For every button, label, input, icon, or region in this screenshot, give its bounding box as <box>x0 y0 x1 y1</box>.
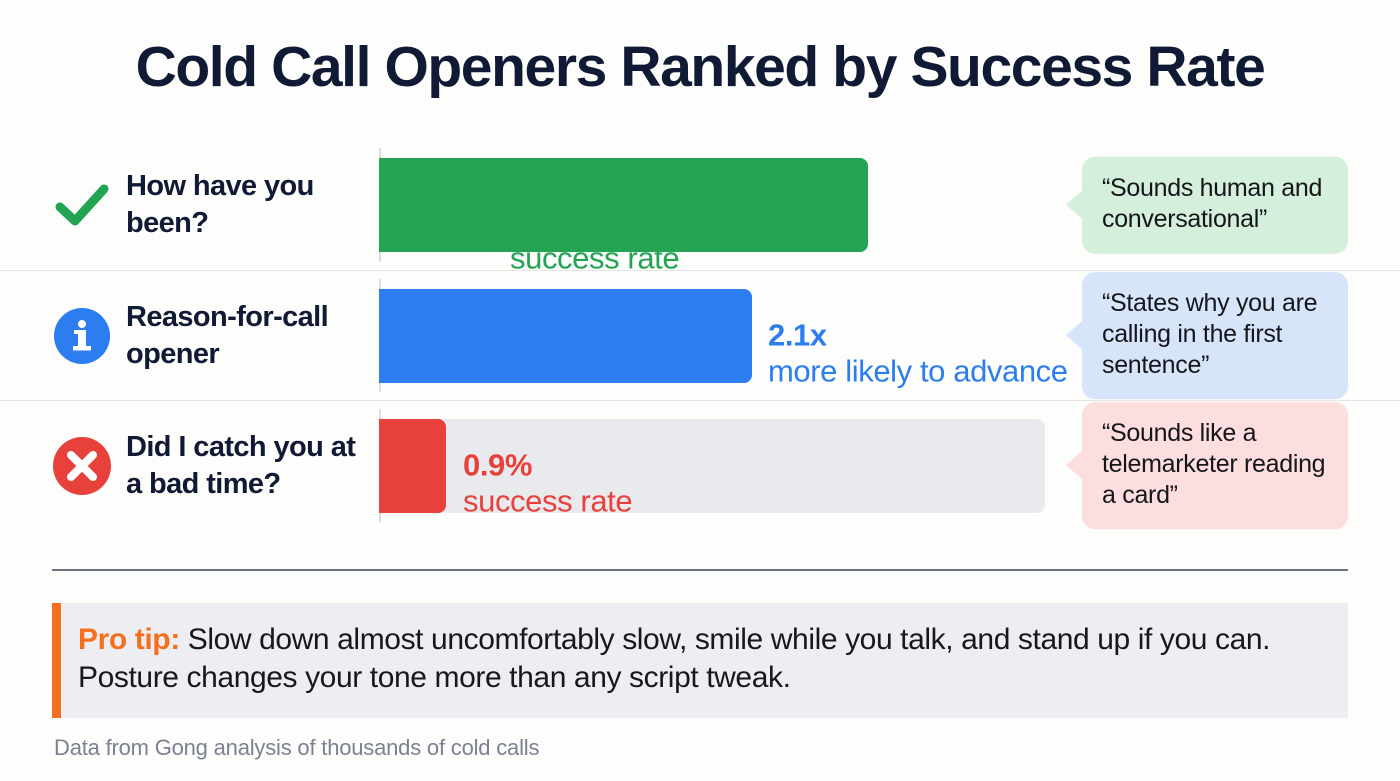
pro-tip-text: Slow down almost uncomfortably slow, smi… <box>78 623 1271 695</box>
value-strong: 0.9% <box>463 447 533 483</box>
pro-tip-label: Pro tip: <box>78 623 180 656</box>
table-row: Reason-for-call opener 2.1x more likely … <box>0 270 1400 400</box>
openers-list: How have you been? 10.01% success rate “… <box>0 140 1400 530</box>
value-strong: 2.1x <box>768 317 827 353</box>
pro-tip-accent-bar <box>52 603 61 718</box>
x-circle-icon <box>52 436 112 496</box>
callout-text: “Sounds human and conversational” <box>1102 173 1323 233</box>
opener-label: How have you been? <box>126 169 314 239</box>
opener-label: Did I catch you at a bad time? <box>126 430 356 500</box>
value-rest: success rate <box>463 483 633 519</box>
check-icon <box>52 175 112 235</box>
opener-label: Reason-for-call opener <box>126 300 329 370</box>
table-row: Did I catch you at a bad time? 0.9% succ… <box>0 400 1400 530</box>
callout-tail <box>1066 450 1083 481</box>
bar-fill <box>379 158 868 252</box>
pro-tip-box: Pro tip: Slow down almost uncomfortably … <box>52 603 1348 718</box>
bar-fill <box>379 288 752 383</box>
value-strong: 10.01% <box>510 169 613 205</box>
table-row: How have you been? 10.01% success rate “… <box>0 140 1400 276</box>
callout-bubble: “Sounds human and conversational” <box>1066 156 1348 254</box>
info-icon <box>52 306 112 366</box>
callout-bubble: “Sounds like a telemarketer reading a ca… <box>1066 401 1348 530</box>
bar-fill <box>379 418 446 513</box>
source-note: Data from Gong analysis of thousands of … <box>54 735 540 760</box>
value-label: 0.9% success rate <box>463 412 983 519</box>
callout-tail <box>1066 320 1083 351</box>
callout-text: “Sounds like a telemarketer reading a ca… <box>1102 418 1326 510</box>
section-divider <box>52 569 1348 571</box>
callout-tail <box>1066 190 1083 220</box>
value-label: 2.1x more likely to advance <box>768 282 1068 389</box>
value-label: 10.01% success rate <box>510 134 680 277</box>
callout-bubble: “States why you are calling in the first… <box>1066 271 1348 400</box>
value-rest: success rate <box>510 240 680 276</box>
value-rest: more likely to advance <box>768 353 1068 389</box>
bar-track <box>379 418 1045 513</box>
callout-text: “States why you are calling in the first… <box>1102 288 1318 380</box>
page-title: Cold Call Openers Ranked by Success Rate <box>135 35 1266 99</box>
